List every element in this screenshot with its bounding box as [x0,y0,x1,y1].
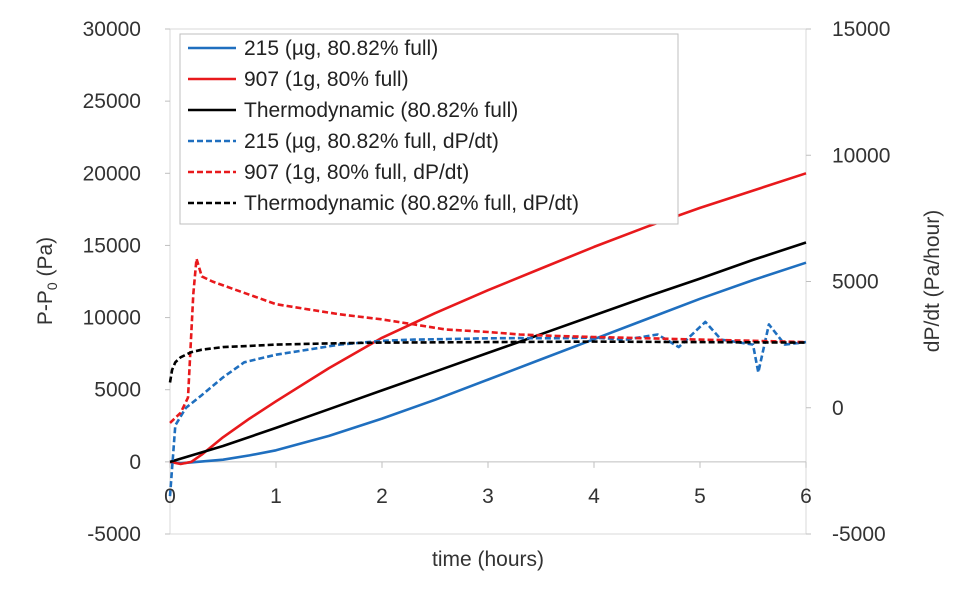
x-tick-label: 3 [482,485,494,508]
series-line-5 [169,257,807,424]
x-tick-label: 5 [694,485,706,508]
y-left-title-sub: 0 [44,282,60,290]
tick-labels: 0 1 2 3 4 5 6 -5000 0 5000 10000 15000 20000 25000 300… [83,18,891,546]
legend: 215 (µg, 80.82% full) 907 (1g, 80% full) T… [179,33,679,225]
y-left-tick-label: 10000 [83,307,141,330]
axes [165,28,811,535]
x-axis-title: time (hours) [432,548,544,571]
y-left-title-main: P-P [34,290,57,325]
y-left-title-unit: (Pa) [34,237,57,283]
y-right-axis-title: dP/dt (Pa/hour) [921,210,944,352]
x-tick-label: 0 [164,485,176,508]
y-left-tick-label: 15000 [83,234,141,257]
legend-label-6: Thermodynamic (80.82% full, dP/dt) [244,192,579,215]
legend-label-1: 215 (µg, 80.82% full) [244,37,438,60]
legend-label-4: 215 (µg, 80.82% full, dP/dt) [244,130,499,153]
y-left-tick-label: 20000 [83,162,141,185]
y-left-tick-label: 25000 [83,90,141,113]
x-tick-label: 2 [376,485,388,508]
y-left-axis-title: P-P0 (Pa) [34,237,60,325]
y-left-tick-label: 30000 [83,18,141,41]
x-tick-label: 1 [270,485,282,508]
series-line-3 [169,241,807,464]
series-line-1 [169,261,807,465]
y-right-tick-label: -5000 [832,523,886,546]
y-right-tick-label: 15000 [832,18,890,41]
series-line-6 [168,340,807,383]
x-tick-label: 6 [800,485,812,508]
x-tick-label: 4 [588,485,600,508]
y-left-tick-label: 5000 [94,379,141,402]
y-right-tick-label: 5000 [832,271,879,294]
legend-label-3: Thermodynamic (80.82% full) [244,99,518,122]
y-right-tick-label: 0 [832,397,844,420]
legend-label-2: 907 (1g, 80% full) [244,68,409,91]
y-right-tick-label: 10000 [832,144,890,167]
series-line-4 [168,320,807,497]
legend-box [179,33,679,225]
y-left-tick-label: -5000 [87,523,141,546]
y-left-tick-label: 0 [129,451,141,474]
legend-label-5: 907 (1g, 80% full, dP/dt) [244,161,469,184]
